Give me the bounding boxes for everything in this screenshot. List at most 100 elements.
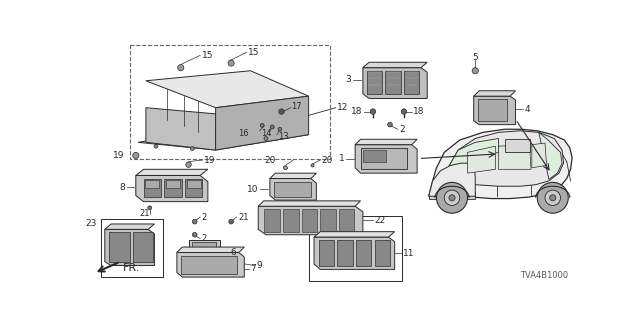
- Bar: [363, 150, 386, 162]
- Polygon shape: [474, 91, 516, 96]
- Circle shape: [228, 60, 234, 66]
- Bar: [131, 44, 330, 158]
- Bar: [320, 209, 336, 232]
- Bar: [319, 240, 334, 266]
- Polygon shape: [314, 232, 395, 237]
- Circle shape: [186, 162, 191, 167]
- Text: 20: 20: [322, 156, 333, 164]
- Polygon shape: [105, 224, 154, 229]
- Circle shape: [279, 109, 284, 114]
- Circle shape: [388, 122, 392, 127]
- Bar: [187, 180, 201, 188]
- Bar: [109, 232, 129, 262]
- Polygon shape: [146, 71, 308, 108]
- Polygon shape: [270, 173, 316, 179]
- Bar: [186, 179, 202, 197]
- Bar: [308, 215, 402, 281]
- Bar: [385, 71, 401, 94]
- Polygon shape: [355, 145, 417, 173]
- Polygon shape: [259, 201, 360, 206]
- Polygon shape: [216, 96, 308, 150]
- Polygon shape: [136, 175, 208, 202]
- Circle shape: [550, 195, 556, 201]
- Bar: [404, 71, 419, 94]
- Text: 21: 21: [238, 212, 248, 221]
- Polygon shape: [270, 179, 316, 200]
- Bar: [189, 240, 220, 262]
- Polygon shape: [430, 185, 448, 192]
- Bar: [477, 99, 507, 121]
- Polygon shape: [146, 108, 216, 150]
- Polygon shape: [105, 229, 154, 266]
- Text: 16: 16: [238, 129, 249, 138]
- Text: 14: 14: [261, 129, 272, 138]
- Bar: [191, 243, 216, 254]
- Polygon shape: [539, 132, 562, 179]
- Text: 15: 15: [202, 51, 213, 60]
- Circle shape: [436, 182, 467, 213]
- Text: 1: 1: [339, 154, 344, 163]
- Circle shape: [264, 137, 268, 140]
- Circle shape: [154, 144, 158, 148]
- Polygon shape: [448, 139, 499, 172]
- Text: 21: 21: [140, 210, 150, 219]
- Bar: [374, 240, 390, 266]
- Text: 10: 10: [247, 185, 259, 194]
- Text: 2: 2: [202, 234, 207, 243]
- Polygon shape: [204, 262, 243, 276]
- Circle shape: [270, 125, 274, 129]
- Polygon shape: [177, 252, 244, 277]
- Text: 2: 2: [399, 125, 405, 134]
- Text: 22: 22: [374, 216, 386, 225]
- Text: 8: 8: [119, 182, 125, 191]
- Circle shape: [545, 190, 561, 205]
- Polygon shape: [136, 169, 208, 175]
- Circle shape: [472, 68, 478, 74]
- Polygon shape: [259, 206, 363, 235]
- Text: 17: 17: [292, 102, 302, 111]
- Bar: [367, 71, 382, 94]
- Bar: [283, 209, 298, 232]
- Text: 12: 12: [337, 103, 349, 112]
- Circle shape: [148, 206, 152, 210]
- Polygon shape: [532, 143, 547, 168]
- Polygon shape: [429, 129, 572, 198]
- Circle shape: [229, 219, 234, 224]
- Bar: [274, 182, 311, 197]
- Circle shape: [537, 182, 568, 213]
- Text: 15: 15: [248, 48, 260, 57]
- Circle shape: [284, 166, 287, 170]
- Bar: [164, 179, 182, 197]
- Polygon shape: [177, 247, 244, 252]
- Text: 18: 18: [413, 107, 425, 116]
- Polygon shape: [448, 131, 564, 186]
- Polygon shape: [355, 139, 417, 145]
- Bar: [301, 209, 317, 232]
- Text: TVA4B1000: TVA4B1000: [520, 271, 568, 280]
- Text: 2: 2: [202, 212, 207, 221]
- Text: 11: 11: [403, 249, 415, 258]
- Circle shape: [178, 65, 184, 71]
- Text: 6: 6: [230, 248, 236, 257]
- Bar: [337, 240, 353, 266]
- Bar: [429, 192, 476, 198]
- Text: 5: 5: [472, 53, 478, 62]
- Bar: [360, 148, 407, 169]
- Bar: [264, 209, 280, 232]
- Bar: [145, 180, 159, 188]
- Polygon shape: [138, 124, 308, 150]
- Circle shape: [193, 219, 197, 224]
- Circle shape: [444, 190, 460, 205]
- Bar: [339, 209, 355, 232]
- Polygon shape: [429, 163, 476, 196]
- Text: 13: 13: [278, 132, 288, 141]
- Text: 18: 18: [351, 107, 362, 116]
- Bar: [132, 232, 153, 262]
- Circle shape: [449, 195, 455, 201]
- Text: 19: 19: [204, 156, 216, 164]
- Bar: [505, 139, 529, 152]
- Circle shape: [260, 124, 264, 127]
- Circle shape: [278, 127, 282, 131]
- Polygon shape: [499, 145, 531, 169]
- Circle shape: [401, 109, 406, 114]
